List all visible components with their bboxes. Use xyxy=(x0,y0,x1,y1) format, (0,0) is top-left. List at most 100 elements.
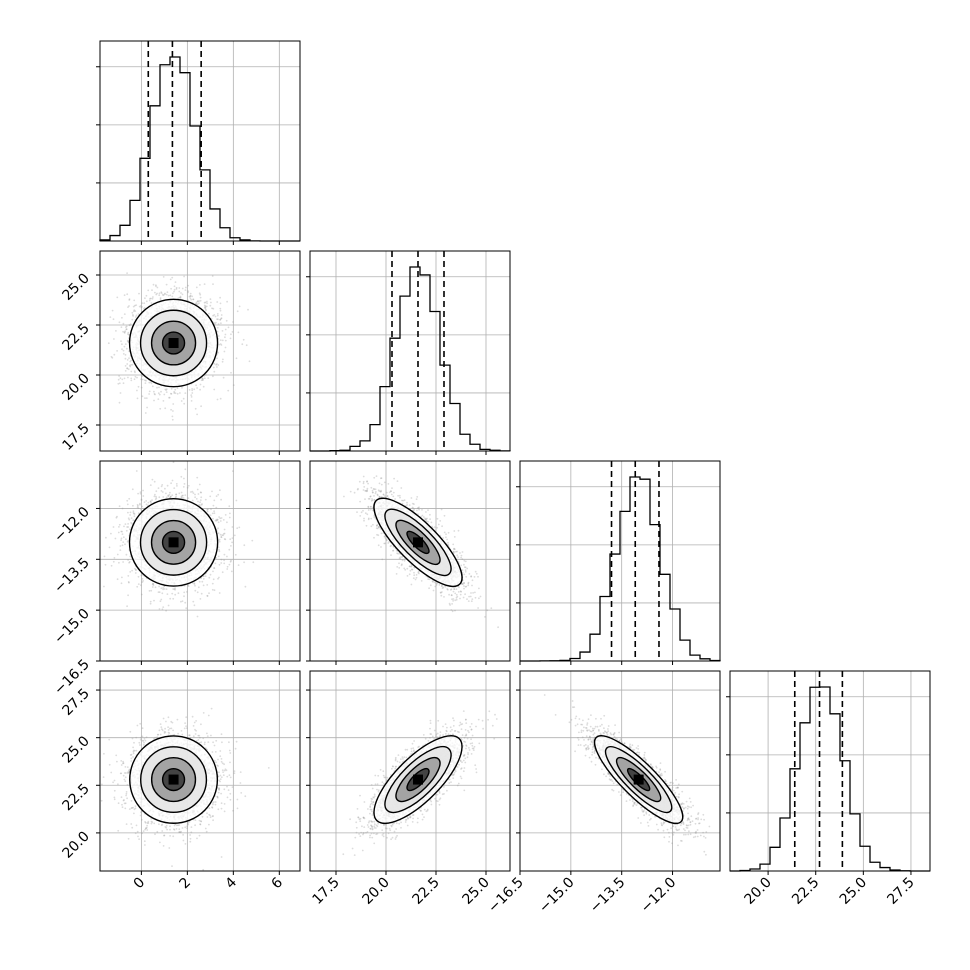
sample-point xyxy=(129,528,131,531)
sample-point xyxy=(155,495,157,498)
sample-point xyxy=(205,309,207,312)
sample-point xyxy=(169,495,172,498)
sample-point xyxy=(200,504,203,506)
sample-point xyxy=(216,313,219,315)
sample-point xyxy=(182,397,185,400)
sample-point xyxy=(223,532,226,535)
sample-point xyxy=(125,326,127,329)
sample-point xyxy=(164,292,166,295)
sample-point xyxy=(128,333,130,336)
sample-point xyxy=(211,490,213,493)
sample-point xyxy=(126,367,129,370)
y-tick-label: 22.5 xyxy=(59,321,92,354)
sample-point xyxy=(138,305,141,308)
histogram-line xyxy=(310,266,511,452)
sample-point xyxy=(203,575,205,577)
sample-point xyxy=(149,297,151,300)
sample-point xyxy=(222,376,225,379)
sample-point xyxy=(175,493,178,496)
sample-point xyxy=(199,383,202,386)
sample-point xyxy=(134,567,136,570)
sample-point xyxy=(141,302,144,304)
sample-point xyxy=(179,296,182,299)
sample-point xyxy=(121,507,124,510)
sample-point xyxy=(193,582,196,585)
sample-point xyxy=(161,592,164,595)
sample-point xyxy=(216,366,218,368)
sample-point xyxy=(104,563,107,566)
sample-point xyxy=(162,276,165,278)
sample-point xyxy=(223,528,226,531)
sample-point xyxy=(125,347,128,350)
sample-point xyxy=(165,389,168,391)
sample-point xyxy=(130,377,133,380)
sample-point xyxy=(113,338,115,340)
sample-point xyxy=(159,298,162,301)
sample-point xyxy=(126,503,129,506)
sample-point xyxy=(218,516,221,518)
sample-point xyxy=(137,505,139,507)
sample-point xyxy=(220,317,223,320)
sample-point xyxy=(112,526,115,528)
sample-point xyxy=(118,561,120,564)
sample-point xyxy=(140,378,143,381)
sample-point xyxy=(220,322,222,325)
sample-point xyxy=(173,392,176,394)
sample-point xyxy=(141,395,144,398)
sample-point xyxy=(215,321,217,324)
sample-point xyxy=(126,540,129,543)
sample-point xyxy=(173,285,176,288)
sample-point xyxy=(183,483,186,485)
sample-point xyxy=(131,363,134,366)
sample-point xyxy=(110,355,113,358)
sample-point xyxy=(206,508,209,511)
sample-point xyxy=(154,291,156,294)
sample-point xyxy=(117,382,120,385)
sample-point xyxy=(150,297,152,300)
sample-point xyxy=(212,570,214,573)
sample-point xyxy=(155,490,158,493)
sample-point xyxy=(226,568,229,570)
sample-point xyxy=(143,307,146,309)
sample-point xyxy=(160,291,163,293)
sample-point xyxy=(216,330,219,333)
sample-point xyxy=(219,533,222,536)
sample-point xyxy=(217,532,220,535)
sample-point xyxy=(228,548,231,551)
sample-point xyxy=(213,512,216,515)
sample-point xyxy=(135,304,138,306)
sample-point xyxy=(128,305,130,307)
sample-point xyxy=(160,292,163,294)
sample-point xyxy=(217,318,219,321)
sample-point xyxy=(137,385,140,388)
sample-point xyxy=(172,410,174,412)
sample-point xyxy=(230,371,232,374)
sample-point xyxy=(144,397,146,399)
sample-point xyxy=(219,302,222,305)
sample-point xyxy=(103,555,106,558)
sample-point xyxy=(238,305,241,308)
sample-point xyxy=(149,602,152,605)
sample-point xyxy=(121,343,123,346)
sample-point xyxy=(131,318,134,321)
sample-point xyxy=(121,533,124,535)
sample-point xyxy=(232,384,235,386)
sample-point xyxy=(206,302,209,305)
sample-point xyxy=(151,385,154,388)
sample-point xyxy=(136,506,139,509)
sample-point xyxy=(154,498,157,501)
sample-point xyxy=(224,538,227,541)
sample-point xyxy=(219,296,222,299)
sample-point xyxy=(204,301,207,304)
sample-point xyxy=(132,519,135,521)
sample-point xyxy=(184,286,187,289)
sample-point xyxy=(130,379,133,382)
histogram-panel-0 xyxy=(96,40,301,245)
sample-point xyxy=(188,389,191,391)
sample-point xyxy=(111,356,114,359)
sample-point xyxy=(161,491,164,493)
panel-content xyxy=(100,461,300,661)
sample-point xyxy=(164,388,167,391)
sample-point xyxy=(219,397,222,400)
sample-point xyxy=(219,307,222,310)
